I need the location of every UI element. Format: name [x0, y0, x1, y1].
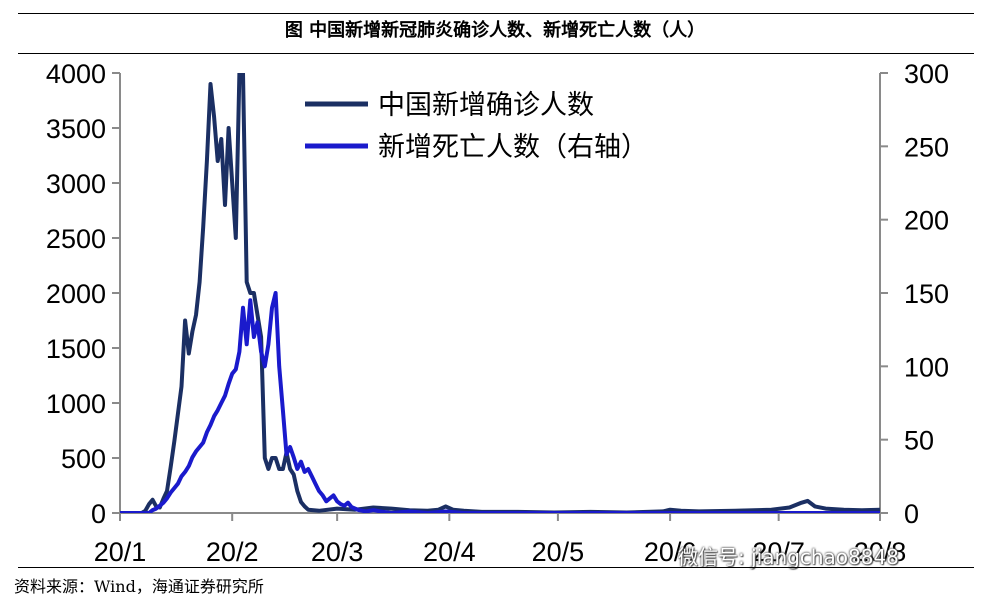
left-tick-label: 3000: [46, 169, 106, 199]
legend-label: 中国新增确诊人数: [378, 90, 594, 121]
left-tick-label: 4000: [46, 59, 106, 89]
x-tick-label: 20/3: [311, 537, 364, 567]
series-line-deaths: [120, 291, 880, 513]
left-tick-label: 2500: [46, 224, 106, 254]
right-tick-label: 100: [904, 352, 949, 382]
top-rule: [18, 13, 974, 14]
x-tick-label: 20/4: [423, 537, 476, 567]
left-tick-label: 3500: [46, 114, 106, 144]
left-tick-label: 1000: [46, 389, 106, 419]
chart-title: 图 中国新增新冠肺炎确诊人数、新增死亡人数（人）: [284, 20, 706, 41]
right-tick-label: 0: [904, 499, 919, 529]
left-tick-label: 2000: [46, 279, 106, 309]
x-tick-label: 20/7: [752, 537, 805, 567]
right-tick-label: 150: [904, 279, 949, 309]
footer-rule: [18, 567, 974, 568]
right-tick-label: 200: [904, 206, 949, 236]
left-tick-label: 0: [91, 499, 106, 529]
x-tick-label: 20/5: [532, 537, 585, 567]
left-tick-label: 500: [61, 444, 106, 474]
left-tick-label: 1500: [46, 334, 106, 364]
legend-label: 新增死亡人数（右轴）: [378, 132, 648, 163]
x-tick-label: 20/2: [206, 537, 259, 567]
right-tick-label: 50: [904, 426, 934, 456]
watermark: 微信号: jiangchao8848: [678, 545, 899, 569]
x-tick-label: 20/8: [854, 537, 907, 567]
right-tick-label: 300: [904, 59, 949, 89]
source-footer: 资料来源：Wind，海通证券研究所: [14, 577, 264, 596]
title-rule: [18, 53, 974, 54]
x-tick-label: 20/6: [644, 537, 697, 567]
x-tick-label: 20/1: [94, 537, 147, 567]
right-tick-label: 250: [904, 132, 949, 162]
